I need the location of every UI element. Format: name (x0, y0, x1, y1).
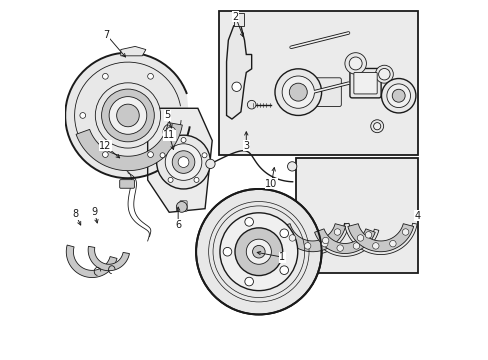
Circle shape (252, 246, 264, 258)
Text: 8: 8 (72, 209, 78, 219)
Circle shape (373, 123, 380, 130)
Circle shape (172, 151, 194, 174)
Circle shape (102, 73, 108, 79)
Circle shape (109, 96, 146, 134)
FancyBboxPatch shape (294, 78, 341, 107)
Circle shape (178, 157, 188, 167)
Circle shape (156, 135, 210, 189)
Circle shape (352, 243, 359, 249)
Circle shape (235, 228, 282, 275)
Text: 5: 5 (164, 111, 170, 121)
Circle shape (117, 104, 139, 127)
Text: 4: 4 (413, 211, 420, 221)
Circle shape (163, 124, 179, 139)
Circle shape (194, 177, 199, 183)
Polygon shape (65, 53, 189, 178)
Polygon shape (226, 26, 251, 119)
Circle shape (336, 245, 343, 251)
Circle shape (244, 217, 253, 226)
Circle shape (279, 229, 288, 238)
Circle shape (378, 68, 389, 80)
Polygon shape (279, 224, 345, 252)
Circle shape (386, 84, 410, 108)
Polygon shape (76, 122, 182, 171)
Polygon shape (276, 223, 348, 255)
Circle shape (247, 100, 255, 109)
Circle shape (205, 159, 215, 168)
Text: 11: 11 (163, 130, 175, 140)
Circle shape (165, 144, 202, 180)
Circle shape (176, 202, 187, 212)
Circle shape (282, 76, 314, 108)
Circle shape (102, 152, 108, 157)
Text: 12: 12 (99, 141, 111, 151)
Polygon shape (344, 223, 416, 255)
Circle shape (220, 213, 297, 291)
Bar (219, 12, 418, 155)
Text: 7: 7 (103, 30, 109, 40)
Circle shape (375, 65, 392, 83)
Polygon shape (314, 229, 374, 253)
FancyBboxPatch shape (120, 180, 134, 188)
Polygon shape (147, 108, 212, 212)
Polygon shape (310, 229, 378, 256)
Circle shape (274, 69, 321, 116)
Circle shape (202, 153, 206, 158)
Text: 6: 6 (175, 220, 181, 230)
Circle shape (289, 83, 306, 101)
Polygon shape (347, 224, 413, 252)
Text: 2: 2 (232, 12, 238, 22)
Circle shape (160, 153, 165, 158)
Circle shape (321, 240, 327, 247)
Circle shape (381, 78, 415, 113)
Circle shape (391, 89, 405, 102)
Circle shape (357, 235, 363, 241)
Circle shape (95, 83, 160, 148)
Text: 1: 1 (279, 252, 285, 262)
FancyBboxPatch shape (349, 68, 380, 98)
Polygon shape (66, 245, 117, 278)
Circle shape (322, 237, 328, 244)
FancyBboxPatch shape (353, 72, 376, 94)
Circle shape (389, 240, 395, 247)
Circle shape (288, 235, 295, 241)
Circle shape (246, 239, 271, 264)
Circle shape (334, 229, 340, 235)
Circle shape (223, 247, 231, 256)
Circle shape (196, 189, 321, 315)
Circle shape (348, 57, 362, 70)
Circle shape (279, 266, 288, 274)
Text: 3: 3 (243, 141, 249, 151)
Circle shape (372, 243, 378, 249)
FancyBboxPatch shape (180, 201, 187, 211)
Circle shape (304, 243, 310, 249)
Bar (296, 158, 418, 273)
Circle shape (365, 231, 371, 238)
Circle shape (231, 82, 241, 91)
Circle shape (166, 127, 175, 136)
Circle shape (370, 120, 383, 133)
Text: 9: 9 (91, 207, 98, 217)
Polygon shape (121, 46, 145, 56)
Circle shape (181, 138, 185, 143)
Polygon shape (88, 246, 129, 271)
Circle shape (102, 89, 154, 142)
Circle shape (168, 177, 173, 183)
Circle shape (147, 152, 153, 157)
Polygon shape (233, 13, 244, 26)
Text: 10: 10 (264, 179, 277, 189)
Circle shape (147, 73, 153, 79)
Circle shape (287, 162, 296, 171)
Circle shape (244, 277, 253, 286)
Circle shape (80, 113, 85, 118)
Circle shape (344, 53, 366, 74)
Circle shape (402, 229, 408, 235)
